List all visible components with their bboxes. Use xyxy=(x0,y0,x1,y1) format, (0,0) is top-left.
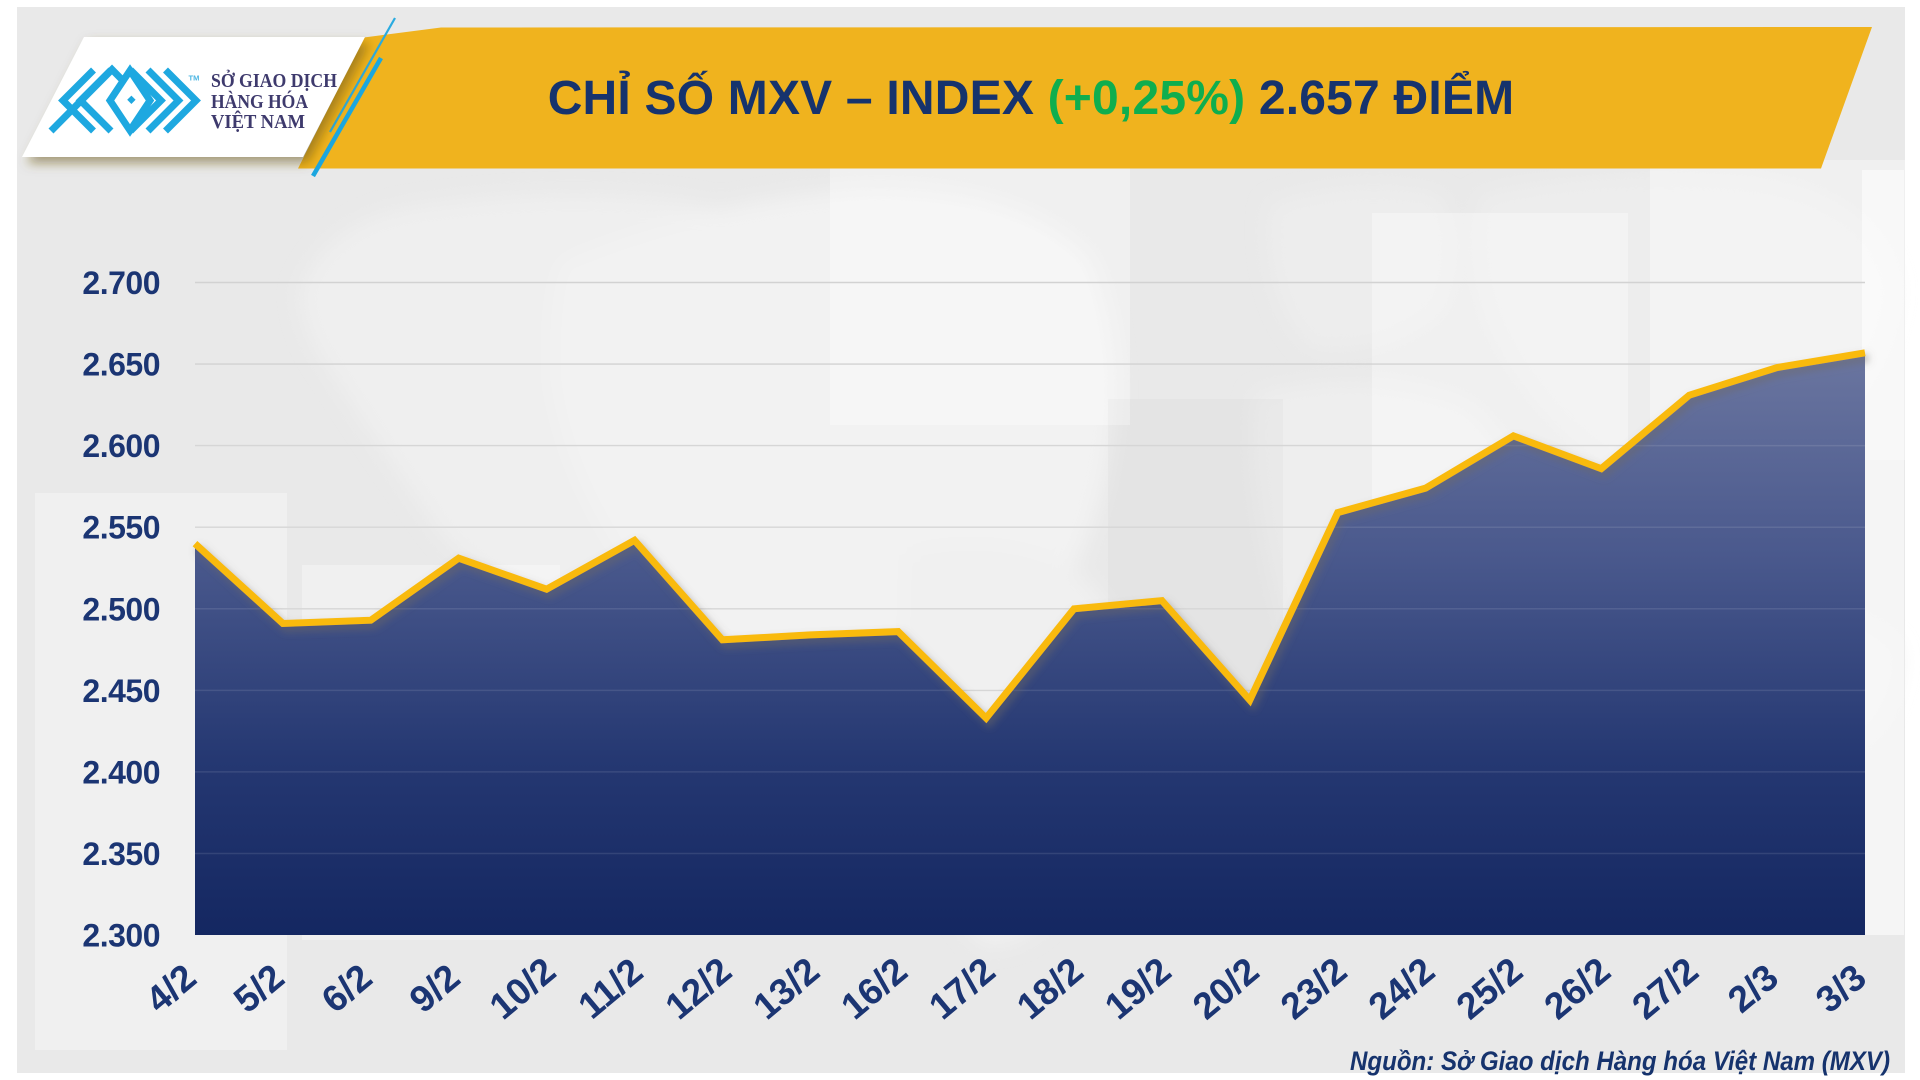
svg-text:TM: TM xyxy=(189,74,200,83)
svg-text:2.600: 2.600 xyxy=(82,428,160,464)
svg-text:SỞ GIAO DỊCH: SỞ GIAO DỊCH xyxy=(211,69,337,92)
svg-text:2.500: 2.500 xyxy=(82,591,160,627)
svg-text:2.300: 2.300 xyxy=(82,918,160,954)
svg-text:VIỆT NAM: VIỆT NAM xyxy=(211,110,305,133)
svg-text:2.550: 2.550 xyxy=(82,510,160,546)
svg-text:2.400: 2.400 xyxy=(82,754,160,790)
svg-text:2.450: 2.450 xyxy=(82,673,160,709)
svg-text:2.350: 2.350 xyxy=(82,836,160,872)
svg-text:2.700: 2.700 xyxy=(82,265,160,301)
svg-text:HÀNG HÓA: HÀNG HÓA xyxy=(211,89,308,113)
svg-text:2.650: 2.650 xyxy=(82,347,160,383)
svg-text:Nguồn: Sở Giao dịch Hàng hóa V: Nguồn: Sở Giao dịch Hàng hóa Việt Nam (M… xyxy=(1350,1046,1890,1076)
svg-text:CHỈ SỐ MXV – INDEX (+0,25%) 2.: CHỈ SỐ MXV – INDEX (+0,25%) 2.657 ĐIỂM xyxy=(548,70,1515,125)
